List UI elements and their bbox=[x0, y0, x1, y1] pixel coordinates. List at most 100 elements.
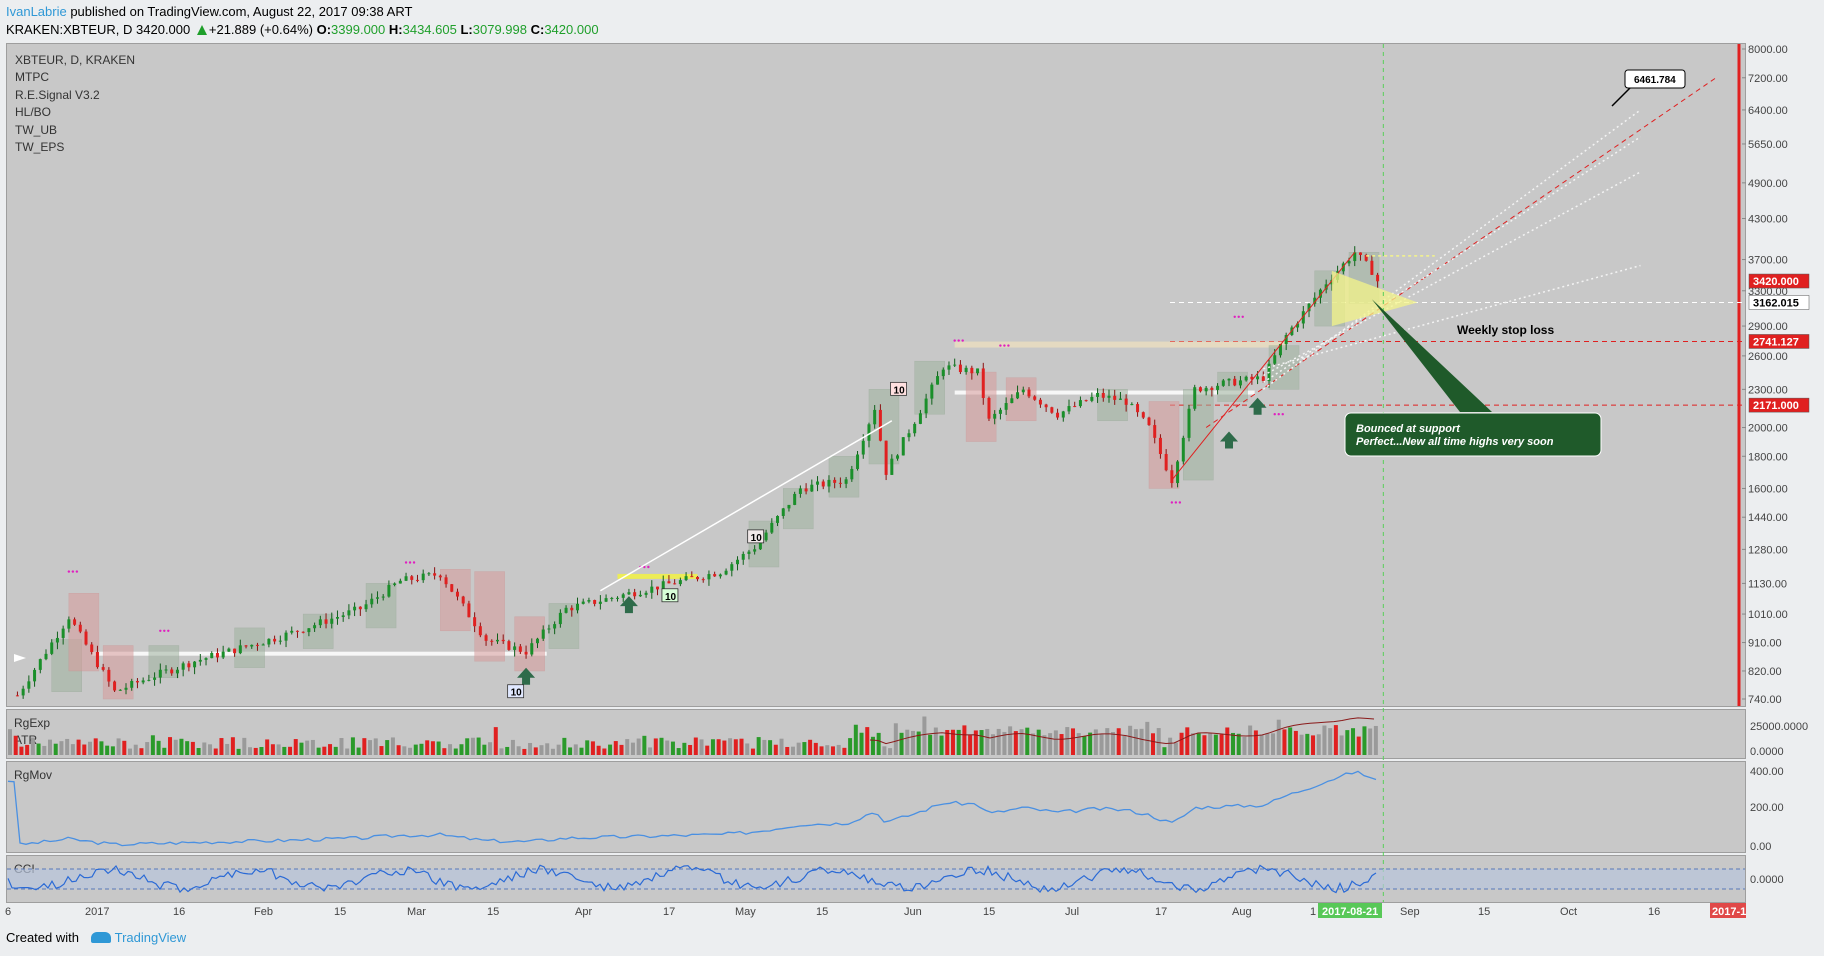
candle-body bbox=[878, 409, 882, 441]
candle-body bbox=[1364, 254, 1368, 261]
candle-body bbox=[341, 615, 345, 618]
candle-body bbox=[398, 580, 402, 584]
volume-bar bbox=[665, 740, 670, 755]
volume-bar bbox=[848, 738, 853, 755]
price-tick: 2600.00 bbox=[1748, 351, 1788, 363]
candle-body bbox=[118, 689, 122, 691]
time-tick: 17 bbox=[663, 906, 675, 918]
consolidation-box bbox=[514, 616, 545, 672]
candle-body bbox=[335, 617, 339, 619]
legend-item-resignal[interactable]: R.E.Signal V3.2 bbox=[15, 87, 100, 102]
legend-item-twub[interactable]: TW_UB bbox=[15, 122, 57, 137]
candle-body bbox=[1187, 408, 1191, 438]
candle-body bbox=[535, 638, 539, 644]
legend-item-tweps[interactable]: TW_EPS bbox=[15, 140, 65, 155]
rgmov-pane[interactable] bbox=[6, 761, 1746, 853]
volume-bar bbox=[25, 744, 30, 755]
volume-bar bbox=[733, 739, 738, 755]
candle-body bbox=[27, 681, 31, 689]
candle-body bbox=[638, 594, 642, 597]
author-link[interactable]: IvanLabrie bbox=[6, 4, 67, 19]
volume-bar bbox=[236, 748, 241, 755]
volume-bar bbox=[1002, 731, 1007, 755]
price-tick: 6400.00 bbox=[1748, 105, 1788, 117]
candle-body bbox=[415, 579, 419, 581]
volume-bar bbox=[99, 741, 104, 755]
consolidation-box bbox=[868, 389, 900, 465]
volume-bar bbox=[985, 728, 990, 755]
candle-body bbox=[518, 646, 522, 652]
consolidation-box bbox=[1217, 371, 1248, 402]
volume-bar bbox=[82, 744, 87, 755]
volume-bar bbox=[168, 737, 173, 755]
volume-bar bbox=[1105, 728, 1110, 755]
volume-bar bbox=[248, 747, 253, 755]
price-tick: 7200.00 bbox=[1748, 73, 1788, 85]
candle-body bbox=[387, 584, 391, 597]
volume-bar bbox=[402, 746, 407, 755]
candle-body bbox=[1341, 263, 1345, 272]
volume-bar bbox=[836, 744, 841, 755]
candle-body bbox=[947, 365, 951, 370]
volume-bar bbox=[585, 740, 590, 755]
volume-bar bbox=[768, 740, 773, 755]
legend-item-hlbo[interactable]: HL/BO bbox=[15, 105, 52, 120]
candle-body bbox=[113, 681, 117, 691]
candle-body bbox=[330, 618, 334, 624]
main-price-pane[interactable] bbox=[6, 43, 1746, 707]
candle-body bbox=[907, 433, 911, 438]
close-value: 3420.000 bbox=[544, 22, 599, 37]
symbol-price: KRAKEN:XBTEUR, D 3420.000 bbox=[6, 22, 191, 37]
support-band bbox=[91, 651, 547, 656]
volume-bar bbox=[1030, 733, 1035, 755]
volume-bar bbox=[459, 744, 464, 755]
tradingview-cloud-icon bbox=[90, 932, 111, 943]
candle-body bbox=[610, 597, 614, 599]
legend-item-mtpc[interactable]: MTPC bbox=[15, 70, 49, 85]
volume-bar bbox=[150, 735, 155, 755]
candle-body bbox=[1010, 398, 1014, 404]
signal-dot bbox=[163, 629, 166, 632]
signal-count-label: 10 bbox=[511, 688, 523, 699]
volume-bar bbox=[8, 729, 12, 755]
volume-bar bbox=[1145, 721, 1150, 755]
price-tick: 4900.00 bbox=[1748, 178, 1788, 190]
volume-bar bbox=[1208, 733, 1213, 755]
volume-bar bbox=[1351, 728, 1356, 755]
volume-bar bbox=[1185, 727, 1190, 755]
volume-bar bbox=[762, 739, 767, 755]
volume-bar bbox=[436, 741, 441, 755]
candle-body bbox=[1233, 378, 1237, 386]
tradingview-link[interactable]: TradingView bbox=[114, 930, 187, 945]
candle-body bbox=[1027, 389, 1031, 397]
volume-bar bbox=[396, 745, 401, 755]
price-tick: 820.00 bbox=[1748, 666, 1782, 678]
candle-body bbox=[530, 643, 534, 655]
volume-bar bbox=[116, 738, 121, 755]
volume-bar bbox=[739, 738, 744, 755]
volume-bar bbox=[990, 734, 995, 755]
candle-body bbox=[821, 481, 825, 487]
candle-body bbox=[1273, 355, 1277, 364]
volume-bar bbox=[499, 748, 504, 755]
signal-dot bbox=[404, 561, 408, 564]
candle-body bbox=[250, 644, 254, 647]
volume-bar bbox=[670, 741, 675, 755]
volume-bar bbox=[505, 746, 510, 755]
candle-body bbox=[1216, 385, 1220, 390]
candle-body bbox=[816, 481, 820, 485]
price-tick: 4300.00 bbox=[1748, 214, 1788, 226]
volume-bar bbox=[905, 729, 910, 755]
high-label: H: bbox=[388, 22, 403, 37]
volume-bar bbox=[510, 739, 515, 755]
candle-body bbox=[215, 653, 219, 658]
candle-body bbox=[684, 576, 688, 581]
volume-bar bbox=[825, 745, 830, 755]
volume-bar bbox=[1362, 726, 1367, 755]
price-tick: 2300.00 bbox=[1748, 384, 1788, 396]
time-tick: 2017 bbox=[85, 906, 109, 918]
candle-body bbox=[587, 600, 591, 602]
candle-body bbox=[524, 651, 528, 655]
target-label: 6461.784 bbox=[1634, 75, 1676, 86]
price-tag-label: 3420.000 bbox=[1753, 276, 1799, 288]
